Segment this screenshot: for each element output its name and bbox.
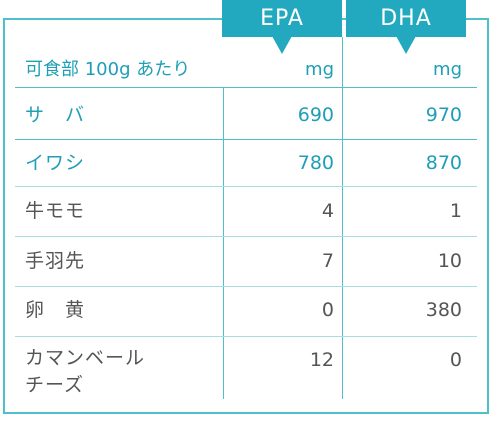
column-divider-epa (223, 87, 224, 399)
row-header-label: 可食部 100g あたり (25, 59, 191, 80)
epa-value: 0 (321, 299, 334, 321)
epa-down-arrow-icon (272, 36, 292, 54)
food-name: サ バ (25, 104, 86, 126)
food-name: イワシ (25, 152, 86, 174)
dha-value: 1 (449, 200, 462, 222)
food-name: 手羽先 (25, 250, 86, 272)
epa-header-label: EPA (260, 6, 304, 31)
food-name-line1: カマンベール (25, 347, 146, 369)
row-divider (15, 139, 477, 140)
row-divider (15, 286, 477, 287)
dha-value: 870 (425, 152, 462, 174)
dha-value: 0 (449, 349, 462, 371)
epa-value: 4 (321, 200, 334, 222)
dha-header-tab: DHA (346, 0, 466, 54)
food-name: 卵 黄 (25, 299, 86, 321)
food-name: 牛モモ (25, 200, 86, 222)
column-divider-dha (342, 37, 343, 399)
row-divider (15, 236, 477, 237)
food-name-line2: チーズ (25, 374, 85, 396)
dha-value: 380 (425, 299, 462, 321)
dha-unit-label: mg (433, 59, 462, 80)
row-divider (15, 186, 477, 187)
epa-value: 780 (297, 152, 334, 174)
table-frame (3, 18, 489, 414)
dha-value: 10 (437, 250, 462, 272)
header-divider (15, 87, 477, 88)
row-divider (15, 336, 477, 337)
epa-header-tab: EPA (222, 0, 342, 54)
dha-down-arrow-icon (396, 36, 416, 54)
epa-value: 690 (297, 104, 334, 126)
epa-value: 7 (321, 250, 334, 272)
epa-unit-label: mg (305, 59, 334, 80)
dha-value: 970 (425, 104, 462, 126)
epa-value: 12 (309, 349, 334, 371)
dha-header-label: DHA (380, 6, 432, 31)
